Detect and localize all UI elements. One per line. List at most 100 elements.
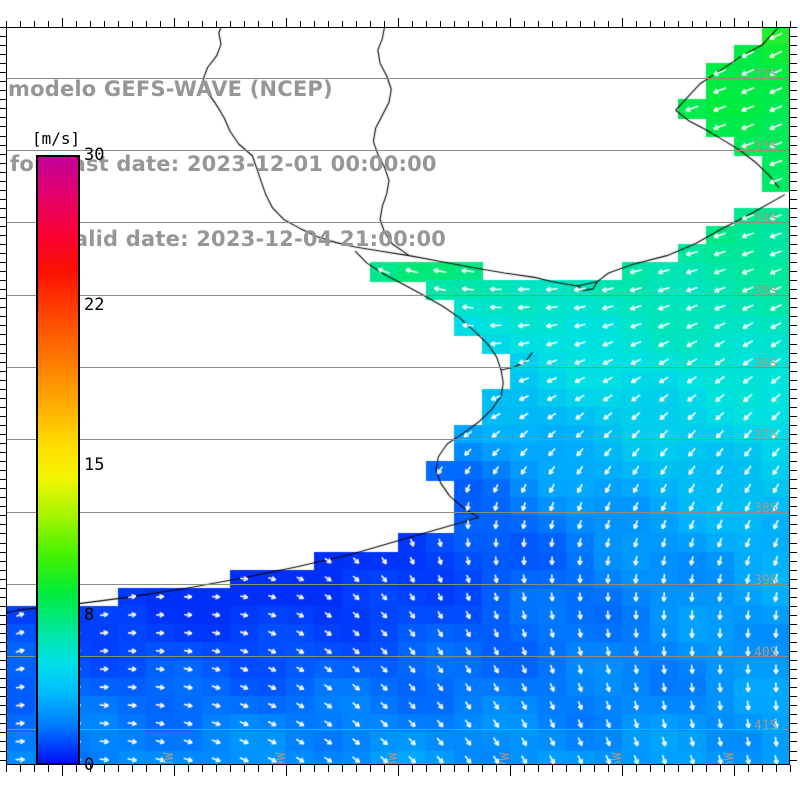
tick-right: [790, 380, 797, 381]
gridline-lat: [6, 584, 790, 585]
tick-left: [0, 262, 6, 263]
tick-left: [0, 452, 6, 453]
tick-right: [790, 226, 797, 227]
tick-left: [0, 624, 6, 625]
tick-bottom: [48, 765, 49, 772]
tick-bottom: [594, 765, 595, 772]
tick-left: [0, 723, 6, 724]
gridline-lat: [6, 222, 790, 223]
tick-right: [790, 515, 797, 516]
tick-top: [370, 21, 371, 27]
tick-right: [790, 588, 797, 589]
tick-top: [76, 21, 77, 27]
tick-left: [0, 99, 6, 100]
lon-label: 60W: [162, 752, 177, 765]
tick-bottom: [160, 765, 161, 772]
tick-left: [0, 226, 6, 227]
tick-top: [328, 21, 329, 27]
tick-right: [790, 443, 797, 444]
lon-label: 55W: [722, 752, 737, 765]
lat-label: 33S: [754, 139, 778, 155]
tick-right: [790, 615, 797, 616]
tick-left: [0, 425, 6, 426]
tick-left: [0, 199, 6, 200]
tick-right: [790, 353, 797, 354]
tick-top: [188, 21, 189, 27]
tick-right: [790, 579, 797, 580]
tick-left: [0, 633, 6, 634]
tick-right: [790, 199, 797, 200]
tick-right: [790, 217, 797, 218]
tick-top: [664, 21, 665, 27]
tick-right: [790, 687, 797, 688]
tick-bottom: [146, 765, 147, 772]
tick-right: [790, 126, 797, 127]
lat-label: 36S: [754, 356, 778, 372]
tick-top: [706, 21, 707, 27]
tick-bottom: [440, 765, 441, 772]
tick-left: [0, 244, 6, 245]
tick-right: [790, 714, 797, 715]
tick-left: [0, 253, 6, 254]
tick-right: [790, 280, 797, 281]
tick-top: [146, 21, 147, 27]
tick-left: [0, 714, 6, 715]
figure-title: modelo GEFS-WAVE (NCEP) forecast date: 2…: [8, 27, 568, 302]
tick-bottom: [790, 765, 791, 772]
tick-bottom: [118, 765, 119, 772]
tick-right: [790, 434, 797, 435]
tick-left: [0, 606, 6, 607]
tick-bottom: [62, 765, 63, 776]
tick-left: [0, 434, 6, 435]
tick-bottom: [188, 765, 189, 772]
tick-right: [790, 524, 797, 525]
tick-right: [790, 479, 797, 480]
tick-right: [790, 307, 797, 308]
tick-right: [790, 407, 797, 408]
tick-bottom: [104, 765, 105, 772]
tick-bottom: [454, 765, 455, 772]
tick-left: [0, 235, 6, 236]
tick-left: [0, 325, 6, 326]
tick-left: [0, 543, 6, 544]
lat-label: 34S: [754, 211, 778, 227]
tick-bottom: [720, 765, 721, 772]
tick-left: [0, 651, 6, 652]
tick-top: [622, 18, 623, 27]
tick-bottom: [538, 765, 539, 772]
tick-right: [790, 99, 797, 100]
tick-top: [538, 21, 539, 27]
tick-left: [0, 27, 6, 28]
title-valid-date: valid date: 2023-12-04 21:00:00: [60, 227, 447, 251]
tick-left: [0, 298, 6, 299]
map-plot-area[interactable]: 32S33S34S35S36S37S38S39S40S41S61W60W59W5…: [6, 27, 790, 765]
tick-top: [174, 18, 175, 27]
tick-top: [734, 18, 735, 27]
colorbar: [36, 155, 80, 765]
tick-left: [0, 362, 6, 363]
tick-top: [566, 21, 567, 27]
title-model: modelo GEFS-WAVE (NCEP): [8, 77, 333, 101]
tick-top: [762, 21, 763, 27]
tick-bottom: [762, 765, 763, 772]
tick-left: [0, 63, 6, 64]
tick-left: [0, 470, 6, 471]
tick-bottom: [300, 765, 301, 772]
gridline-lat: [6, 367, 790, 368]
tick-top: [104, 21, 105, 27]
tick-top: [468, 21, 469, 27]
tick-left: [0, 36, 6, 37]
tick-bottom: [34, 765, 35, 772]
tick-right: [790, 732, 797, 733]
tick-left: [0, 208, 6, 209]
tick-right: [790, 154, 797, 155]
tick-right: [790, 45, 797, 46]
tick-bottom: [272, 765, 273, 772]
tick-top: [356, 21, 357, 27]
tick-top: [580, 21, 581, 27]
tick-right: [790, 651, 797, 652]
tick-top: [454, 21, 455, 27]
lat-label: 37S: [754, 428, 778, 444]
tick-right: [790, 723, 797, 724]
